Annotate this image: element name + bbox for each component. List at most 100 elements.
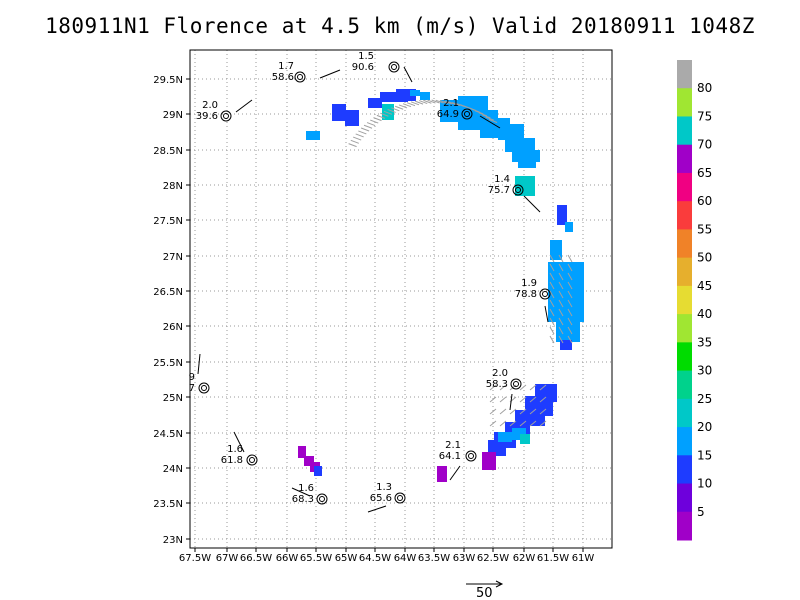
wind-vector (419, 100, 428, 105)
station-label-2: 90.6 (352, 62, 374, 73)
wind-vector (423, 99, 432, 104)
wind-vector (549, 335, 555, 344)
station-ring-inner (464, 111, 470, 117)
longitude-labels: 67.5W 67W 66.5W 66W 65.5W 65W 64.5W 64W 63.5W 63W… (179, 548, 594, 564)
wind-patch (440, 100, 458, 122)
colorbar-swatch (677, 88, 692, 117)
station-label-1: 1.5 (358, 51, 374, 62)
wind-barb (449, 465, 461, 481)
station-label-2: 64.1 (439, 451, 461, 462)
colorbar-label: 75 (697, 109, 712, 123)
lon-label: 67.5W (179, 553, 211, 564)
station-ring-outer (316, 493, 328, 505)
station-label-2: 68.3 (292, 494, 314, 505)
wind-patch (332, 104, 346, 121)
wind-vector (558, 335, 564, 344)
lat-label: 29N (163, 110, 183, 121)
colorbar-label: 10 (697, 477, 712, 491)
station-ring-inner (297, 74, 303, 80)
wind-barb (197, 353, 201, 375)
station-label-2: 64.9 (437, 109, 459, 120)
wind-vector (549, 263, 555, 272)
wind-patch (518, 158, 536, 168)
wind-vector (567, 317, 573, 326)
wind-vector (549, 272, 555, 281)
station: 2.164.1 (439, 440, 477, 481)
wind-patch (298, 446, 306, 458)
station-ring-inner (397, 495, 403, 501)
colorbar-swatch (677, 172, 692, 202)
station-label-1: 1.6 (298, 483, 314, 494)
colorbar-label: 80 (697, 81, 712, 95)
wind-patch (458, 96, 488, 110)
lat-label: 26.5N (153, 287, 183, 298)
station-label-1: 1.7 (278, 61, 294, 72)
wind-vector (519, 396, 527, 403)
colorbar-label: 35 (697, 335, 712, 349)
wind-patch (420, 92, 430, 100)
wind-patch (556, 320, 580, 342)
colorbar-swatch (677, 314, 692, 343)
wind-barb (235, 99, 253, 113)
wind-vector (499, 396, 507, 403)
wind-vector (348, 143, 357, 148)
wind-patch (560, 340, 572, 350)
lon-label: 65W (335, 553, 358, 564)
station-label-2: 39.6 (196, 111, 218, 122)
wind-patch (557, 205, 567, 225)
colorbar-label: 65 (697, 166, 712, 180)
lat-label: 26N (163, 322, 183, 333)
wind-vector (549, 317, 555, 326)
station-ring-outer (512, 184, 524, 196)
wind-vector (567, 290, 573, 299)
station-label-2: 65.6 (370, 493, 392, 504)
wind-vector (567, 281, 573, 290)
station-label-2: 78.8 (515, 289, 537, 300)
wind-vector (519, 408, 527, 415)
wind-vector (406, 102, 416, 107)
wind-vector (431, 99, 440, 104)
wind-vector (529, 408, 537, 415)
station-ring-inner (513, 381, 519, 387)
wind-patch (505, 138, 535, 152)
wind-vector (558, 299, 564, 308)
wind-vector (427, 99, 436, 104)
station-ring-inner (249, 457, 255, 463)
station-ring-outer (220, 110, 232, 122)
wind-vector (366, 122, 376, 127)
colorbar-swatch (677, 60, 692, 89)
station-ring-outer (465, 450, 477, 462)
wind-patch (314, 466, 322, 476)
wind-patch (368, 98, 382, 108)
wind-vector (567, 299, 573, 308)
colorbar-swatch (677, 398, 692, 428)
station-ring-outer (198, 382, 210, 394)
station-ring-outer (394, 492, 406, 504)
station: 1.758.6 (272, 61, 341, 83)
station-ring-inner (542, 291, 548, 297)
lon-label: 62W (513, 553, 536, 564)
wind-vector (398, 104, 408, 109)
wind-vector (558, 317, 564, 326)
station-label-1: 1.4 (494, 174, 510, 185)
wind-vector (529, 396, 537, 403)
lon-label: 65.5W (300, 553, 332, 564)
wind-barb (544, 305, 549, 323)
wind-vector (567, 254, 573, 263)
station-ring-outer (294, 71, 306, 83)
wind-vector (558, 272, 564, 281)
lon-label: 63W (453, 553, 476, 564)
wind-vector (539, 384, 547, 391)
wind-vector (549, 299, 555, 308)
lon-label: 62.5W (477, 553, 509, 564)
wind-vector (410, 101, 420, 106)
station-ring-outer (388, 61, 400, 73)
wind-vector (394, 105, 404, 110)
colorbar-label: 40 (697, 307, 712, 321)
colorbar-label: 70 (697, 138, 712, 152)
lon-label: 67W (216, 553, 239, 564)
colorbar-swatch (677, 257, 692, 287)
wind-vector (363, 124, 373, 129)
lat-label: 23N (163, 535, 183, 546)
